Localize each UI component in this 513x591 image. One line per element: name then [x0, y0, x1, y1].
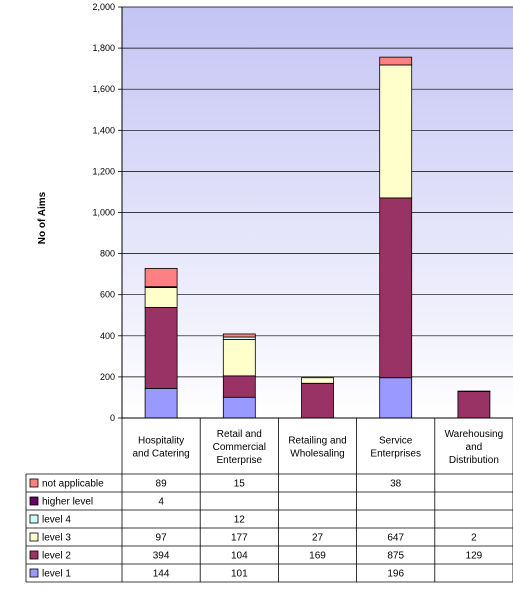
table-value: 12 [234, 515, 246, 526]
x-category-label: Hospitality [138, 436, 184, 447]
data-table: Hospitality and Catering Retail and Commerc… [25, 418, 513, 583]
y-tick-label: 1,200 [92, 166, 115, 176]
bar-segment [222, 375, 256, 398]
legend-swatch [29, 514, 39, 524]
bar-segment [457, 390, 491, 392]
x-category-label: and Catering [132, 449, 189, 460]
table-value: 38 [390, 479, 402, 490]
x-category-label: Retailing and [288, 436, 346, 447]
y-tick-label: 0 [110, 413, 115, 423]
x-category-label: and [466, 442, 483, 453]
bar-segment [144, 287, 178, 308]
table-value: 2 [471, 533, 477, 544]
table-value: 144 [153, 569, 170, 580]
bar-segment [301, 382, 334, 419]
table-value: 104 [231, 551, 248, 562]
legend-swatch [29, 550, 39, 560]
legend-swatch [29, 532, 39, 542]
table-value: 169 [309, 551, 326, 562]
gridlines [122, 6, 513, 378]
y-tick-label: 1,400 [92, 125, 115, 135]
legend-label: level 4 [42, 515, 71, 526]
y-tick-label: 200 [100, 372, 115, 382]
bar-segment [457, 391, 491, 419]
table-value: 129 [466, 551, 483, 562]
y-tick-label: 600 [100, 290, 115, 300]
bar-segment [144, 307, 178, 389]
table-value: 394 [153, 551, 170, 562]
table-value: 177 [231, 533, 248, 544]
bar-segment [222, 339, 256, 377]
table-value: 15 [234, 479, 246, 490]
y-tick-label: 2,000 [92, 2, 115, 12]
table-value: 647 [387, 533, 404, 544]
table-value: 27 [312, 533, 324, 544]
y-tick-label: 1,600 [92, 84, 115, 94]
legend-swatch [29, 568, 39, 578]
y-tick-label: 400 [100, 331, 115, 341]
bar-segment [144, 267, 178, 288]
table-value: 97 [156, 533, 168, 544]
legend-swatch [29, 478, 39, 488]
bar-segment [301, 377, 334, 384]
bar-segment [222, 396, 256, 419]
y-tick-label: 1,800 [92, 43, 115, 53]
bar-segment [222, 333, 256, 338]
y-tick-label: 800 [100, 249, 115, 259]
table-value: 4 [158, 497, 164, 508]
x-category-label: Distribution [449, 455, 499, 466]
bar-segment [379, 377, 413, 419]
x-category-label: Enterprise [217, 455, 263, 466]
x-category-label: Service [379, 436, 413, 447]
table-value: 875 [387, 551, 404, 562]
bar-segment [379, 56, 413, 66]
y-axis-label: No of Aims [37, 191, 48, 244]
table-value: 196 [387, 569, 404, 580]
y-tick-labels: 0 200 400 600 800 1,000 1,200 1,400 1,600 1,800 2,… [92, 2, 122, 423]
legend-label: not applicable [42, 479, 104, 490]
bar-segment [379, 197, 413, 379]
bars [144, 56, 491, 419]
x-category-label: Commercial [213, 442, 266, 453]
x-category-label: Wholesaling [290, 449, 344, 460]
x-category-label: Retail and [217, 429, 262, 440]
bar-segment [144, 388, 178, 419]
table-value: 101 [231, 569, 248, 580]
bar-segment [379, 64, 413, 199]
legend-label: level 3 [42, 533, 71, 544]
legend-label: level 2 [42, 551, 71, 562]
legend-label: higher level [42, 497, 93, 508]
y-tick-label: 1,000 [92, 208, 115, 218]
x-category-label: Warehousing [445, 429, 504, 440]
table-value: 89 [156, 479, 168, 490]
legend-label: level 1 [42, 569, 71, 580]
legend-swatch [29, 496, 39, 506]
x-category-label: Enterprises [370, 449, 421, 460]
